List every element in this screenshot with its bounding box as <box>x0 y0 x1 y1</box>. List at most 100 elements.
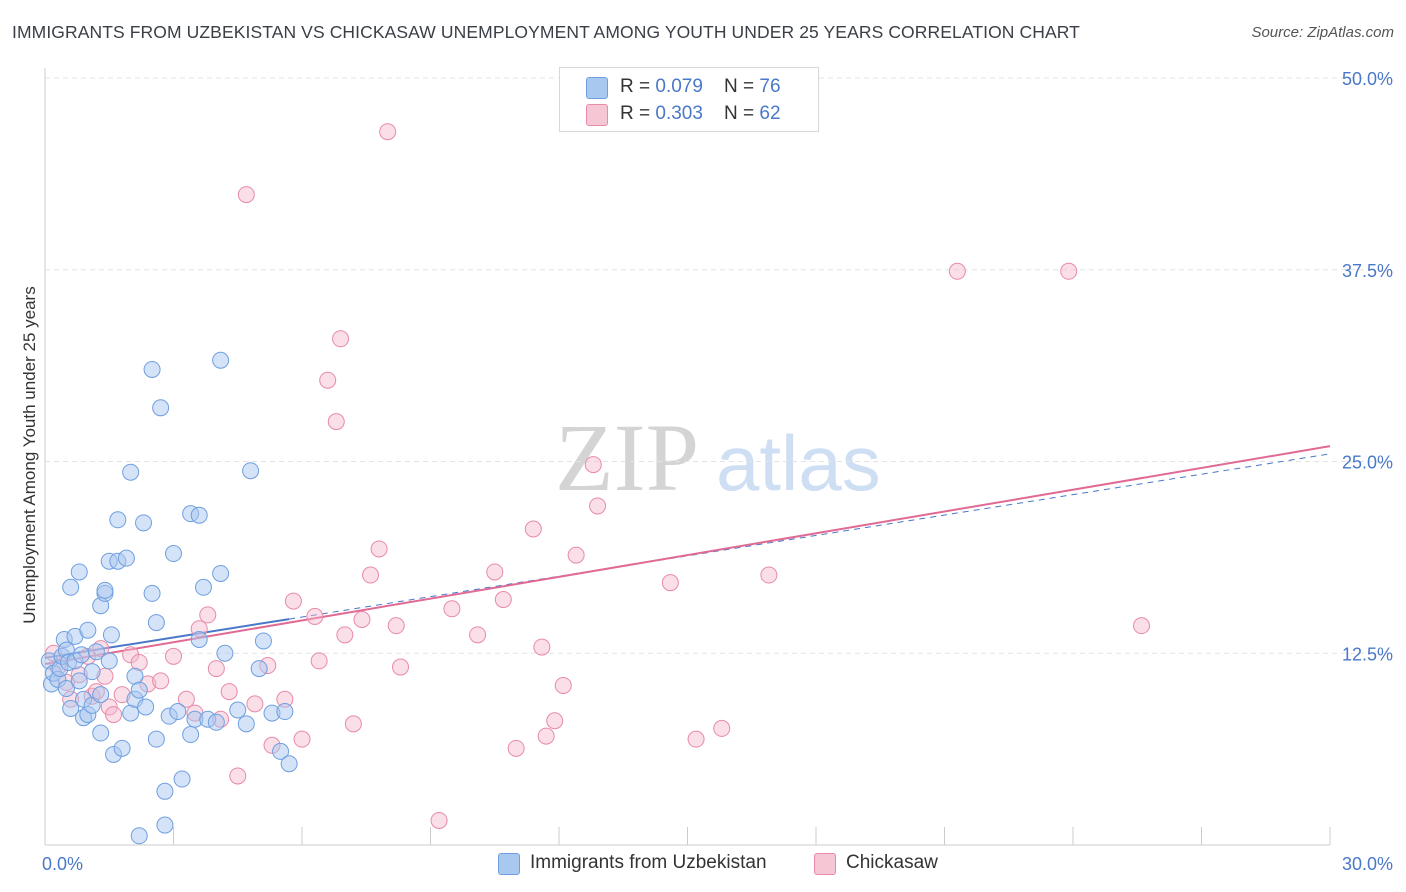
data-points <box>40 123 1151 845</box>
source-label: Source: ZipAtlas.com <box>1251 24 1394 41</box>
point-uzbekistan <box>276 703 294 721</box>
grid <box>45 77 1395 654</box>
point-uzbekistan <box>79 621 97 639</box>
point-chickasaw <box>584 456 602 474</box>
point-uzbekistan <box>143 360 161 378</box>
point-chickasaw <box>533 638 551 656</box>
point-uzbekistan <box>182 726 200 744</box>
point-uzbekistan <box>212 351 230 369</box>
point-chickasaw <box>165 647 182 665</box>
point-uzbekistan <box>173 770 191 788</box>
point-uzbekistan <box>92 686 110 704</box>
point-chickasaw <box>392 658 410 676</box>
y-tick-label: 37.5% <box>1342 261 1393 281</box>
y-axis-label: Unemployment Among Youth under 25 years <box>20 286 39 624</box>
point-uzbekistan <box>143 584 161 602</box>
point-uzbekistan <box>92 724 110 742</box>
point-uzbekistan <box>102 626 120 644</box>
point-chickasaw <box>310 652 328 670</box>
point-chickasaw <box>589 497 607 515</box>
point-uzbekistan <box>72 646 90 664</box>
point-chickasaw <box>379 123 397 141</box>
point-uzbekistan <box>194 578 212 596</box>
point-chickasaw <box>948 262 966 280</box>
point-uzbekistan <box>152 399 170 417</box>
point-chickasaw <box>387 617 405 635</box>
point-uzbekistan <box>147 614 165 632</box>
point-chickasaw <box>105 706 123 724</box>
legend-text-series2: R = 0.303 N = 62 <box>620 103 781 125</box>
point-chickasaw <box>687 730 705 748</box>
legend-n-value: 76 <box>759 76 781 97</box>
point-uzbekistan <box>87 643 105 661</box>
point-chickasaw <box>100 698 118 716</box>
point-chickasaw <box>319 371 337 389</box>
point-chickasaw <box>661 574 679 592</box>
point-uzbekistan <box>147 730 165 748</box>
point-uzbekistan <box>100 652 118 670</box>
point-uzbekistan <box>57 680 75 698</box>
point-chickasaw <box>152 672 170 690</box>
legend-r-value: 0.303 <box>655 103 703 124</box>
point-uzbekistan <box>70 563 88 581</box>
bottom-legend-label-series1: Immigrants from Uzbekistan <box>530 852 767 873</box>
watermark-atlas: atlas <box>716 419 881 507</box>
point-chickasaw <box>1133 617 1151 635</box>
point-uzbekistan <box>280 755 298 773</box>
point-chickasaw <box>237 186 255 204</box>
x-tick-label: 30.0% <box>1342 854 1393 874</box>
point-uzbekistan <box>254 632 272 650</box>
point-chickasaw <box>486 563 504 581</box>
point-uzbekistan <box>156 782 174 800</box>
point-uzbekistan <box>117 549 135 567</box>
point-uzbekistan <box>190 506 208 524</box>
point-chickasaw <box>293 730 311 748</box>
legend: R = 0.079 N = 76 R = 0.303 N = 62 <box>559 67 819 132</box>
point-chickasaw <box>760 566 778 584</box>
point-chickasaw <box>344 715 362 733</box>
point-chickasaw <box>229 767 247 785</box>
point-chickasaw <box>220 683 238 701</box>
point-chickasaw <box>306 607 324 625</box>
bottom-legend-swatch-series2 <box>814 853 836 875</box>
point-chickasaw <box>177 690 195 708</box>
y-tick-label: 25.0% <box>1342 453 1393 473</box>
point-chickasaw <box>524 520 542 538</box>
legend-text-series1: R = 0.079 N = 76 <box>620 76 781 98</box>
point-uzbekistan <box>237 715 255 733</box>
legend-n-value: 62 <box>759 103 781 124</box>
point-chickasaw <box>469 626 487 644</box>
point-chickasaw <box>1060 262 1078 280</box>
point-uzbekistan <box>190 630 208 648</box>
point-uzbekistan <box>165 545 182 563</box>
legend-swatch-series1 <box>586 77 608 99</box>
point-uzbekistan <box>272 742 290 760</box>
point-chickasaw <box>537 727 555 745</box>
point-chickasaw <box>353 611 371 629</box>
point-uzbekistan <box>96 581 114 599</box>
point-chickasaw <box>362 566 380 584</box>
point-chickasaw <box>370 540 388 558</box>
tick-labels: 12.5% 25.0% 37.5% 50.0% 0.0% 30.0% <box>42 69 1393 874</box>
point-uzbekistan <box>70 672 88 690</box>
point-chickasaw <box>336 626 354 644</box>
point-uzbekistan <box>207 713 225 731</box>
legend-n-label: N = <box>724 103 760 124</box>
bottom-legend-label-series2: Chickasaw <box>846 852 938 873</box>
legend-r-value: 0.079 <box>655 76 703 97</box>
point-uzbekistan <box>122 463 140 481</box>
y-tick-label: 50.0% <box>1342 69 1393 89</box>
x-tick-label: 0.0% <box>42 854 83 874</box>
point-chickasaw <box>327 413 345 431</box>
point-uzbekistan <box>137 698 155 716</box>
point-uzbekistan <box>109 511 127 529</box>
watermark: ZIP atlas <box>555 404 881 511</box>
point-uzbekistan <box>250 660 268 678</box>
legend-r-label: R = <box>620 103 656 124</box>
point-uzbekistan <box>130 681 148 699</box>
y-tick-label: 12.5% <box>1342 644 1393 664</box>
legend-swatch-series2 <box>586 104 608 126</box>
point-uzbekistan <box>156 816 174 834</box>
point-chickasaw <box>494 591 512 609</box>
